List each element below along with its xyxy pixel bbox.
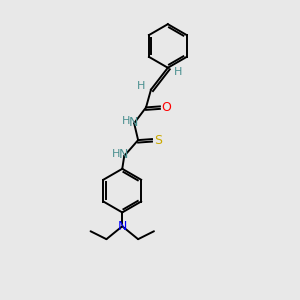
Text: N: N xyxy=(118,148,128,161)
Text: H: H xyxy=(122,116,130,126)
Text: N: N xyxy=(128,116,138,129)
Text: H: H xyxy=(112,149,121,159)
Text: H: H xyxy=(137,81,145,91)
Text: S: S xyxy=(154,134,162,147)
Text: H: H xyxy=(174,67,182,77)
Text: O: O xyxy=(161,101,171,114)
Text: N: N xyxy=(118,220,127,233)
